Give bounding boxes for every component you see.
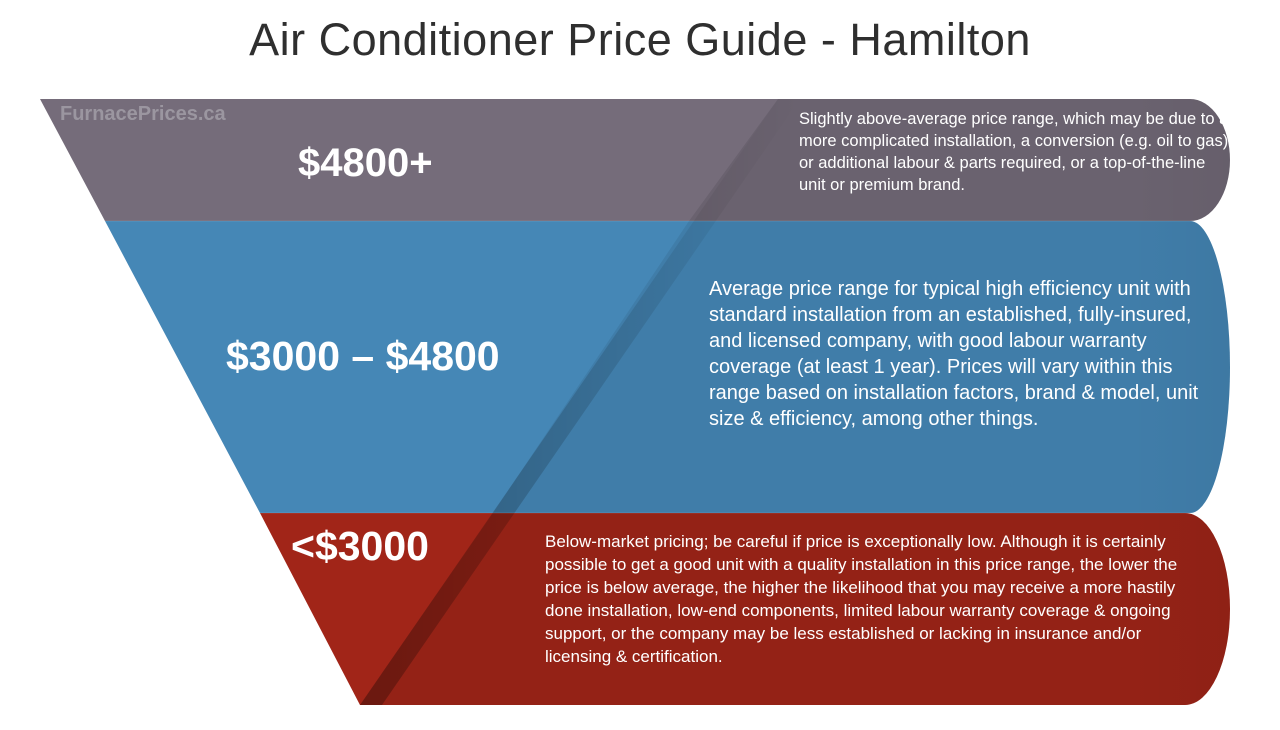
panel-shade-middle xyxy=(493,221,1230,513)
watermark-text: FurnacePrices.ca xyxy=(60,103,226,125)
panel-shade-bottom xyxy=(360,513,1230,705)
tier-bottom-price: <$3000 xyxy=(291,523,429,569)
tier-top-price: $4800+ xyxy=(298,141,433,185)
tier-middle-price: $3000 – $4800 xyxy=(226,333,500,379)
page-title: Air Conditioner Price Guide - Hamilton xyxy=(249,14,1031,65)
tier-middle-description: Average price range for typical high eff… xyxy=(709,278,1199,430)
tier-band-bottom xyxy=(260,513,1230,705)
tier-band-top xyxy=(40,99,1230,221)
tier-bottom-description: Below-market pricing; be careful if pric… xyxy=(545,532,1178,666)
tier-band-middle xyxy=(105,221,1230,513)
diagonal-fold-shadow xyxy=(360,99,800,705)
tier-top-description: Slightly above-average price range, whic… xyxy=(799,110,1229,194)
